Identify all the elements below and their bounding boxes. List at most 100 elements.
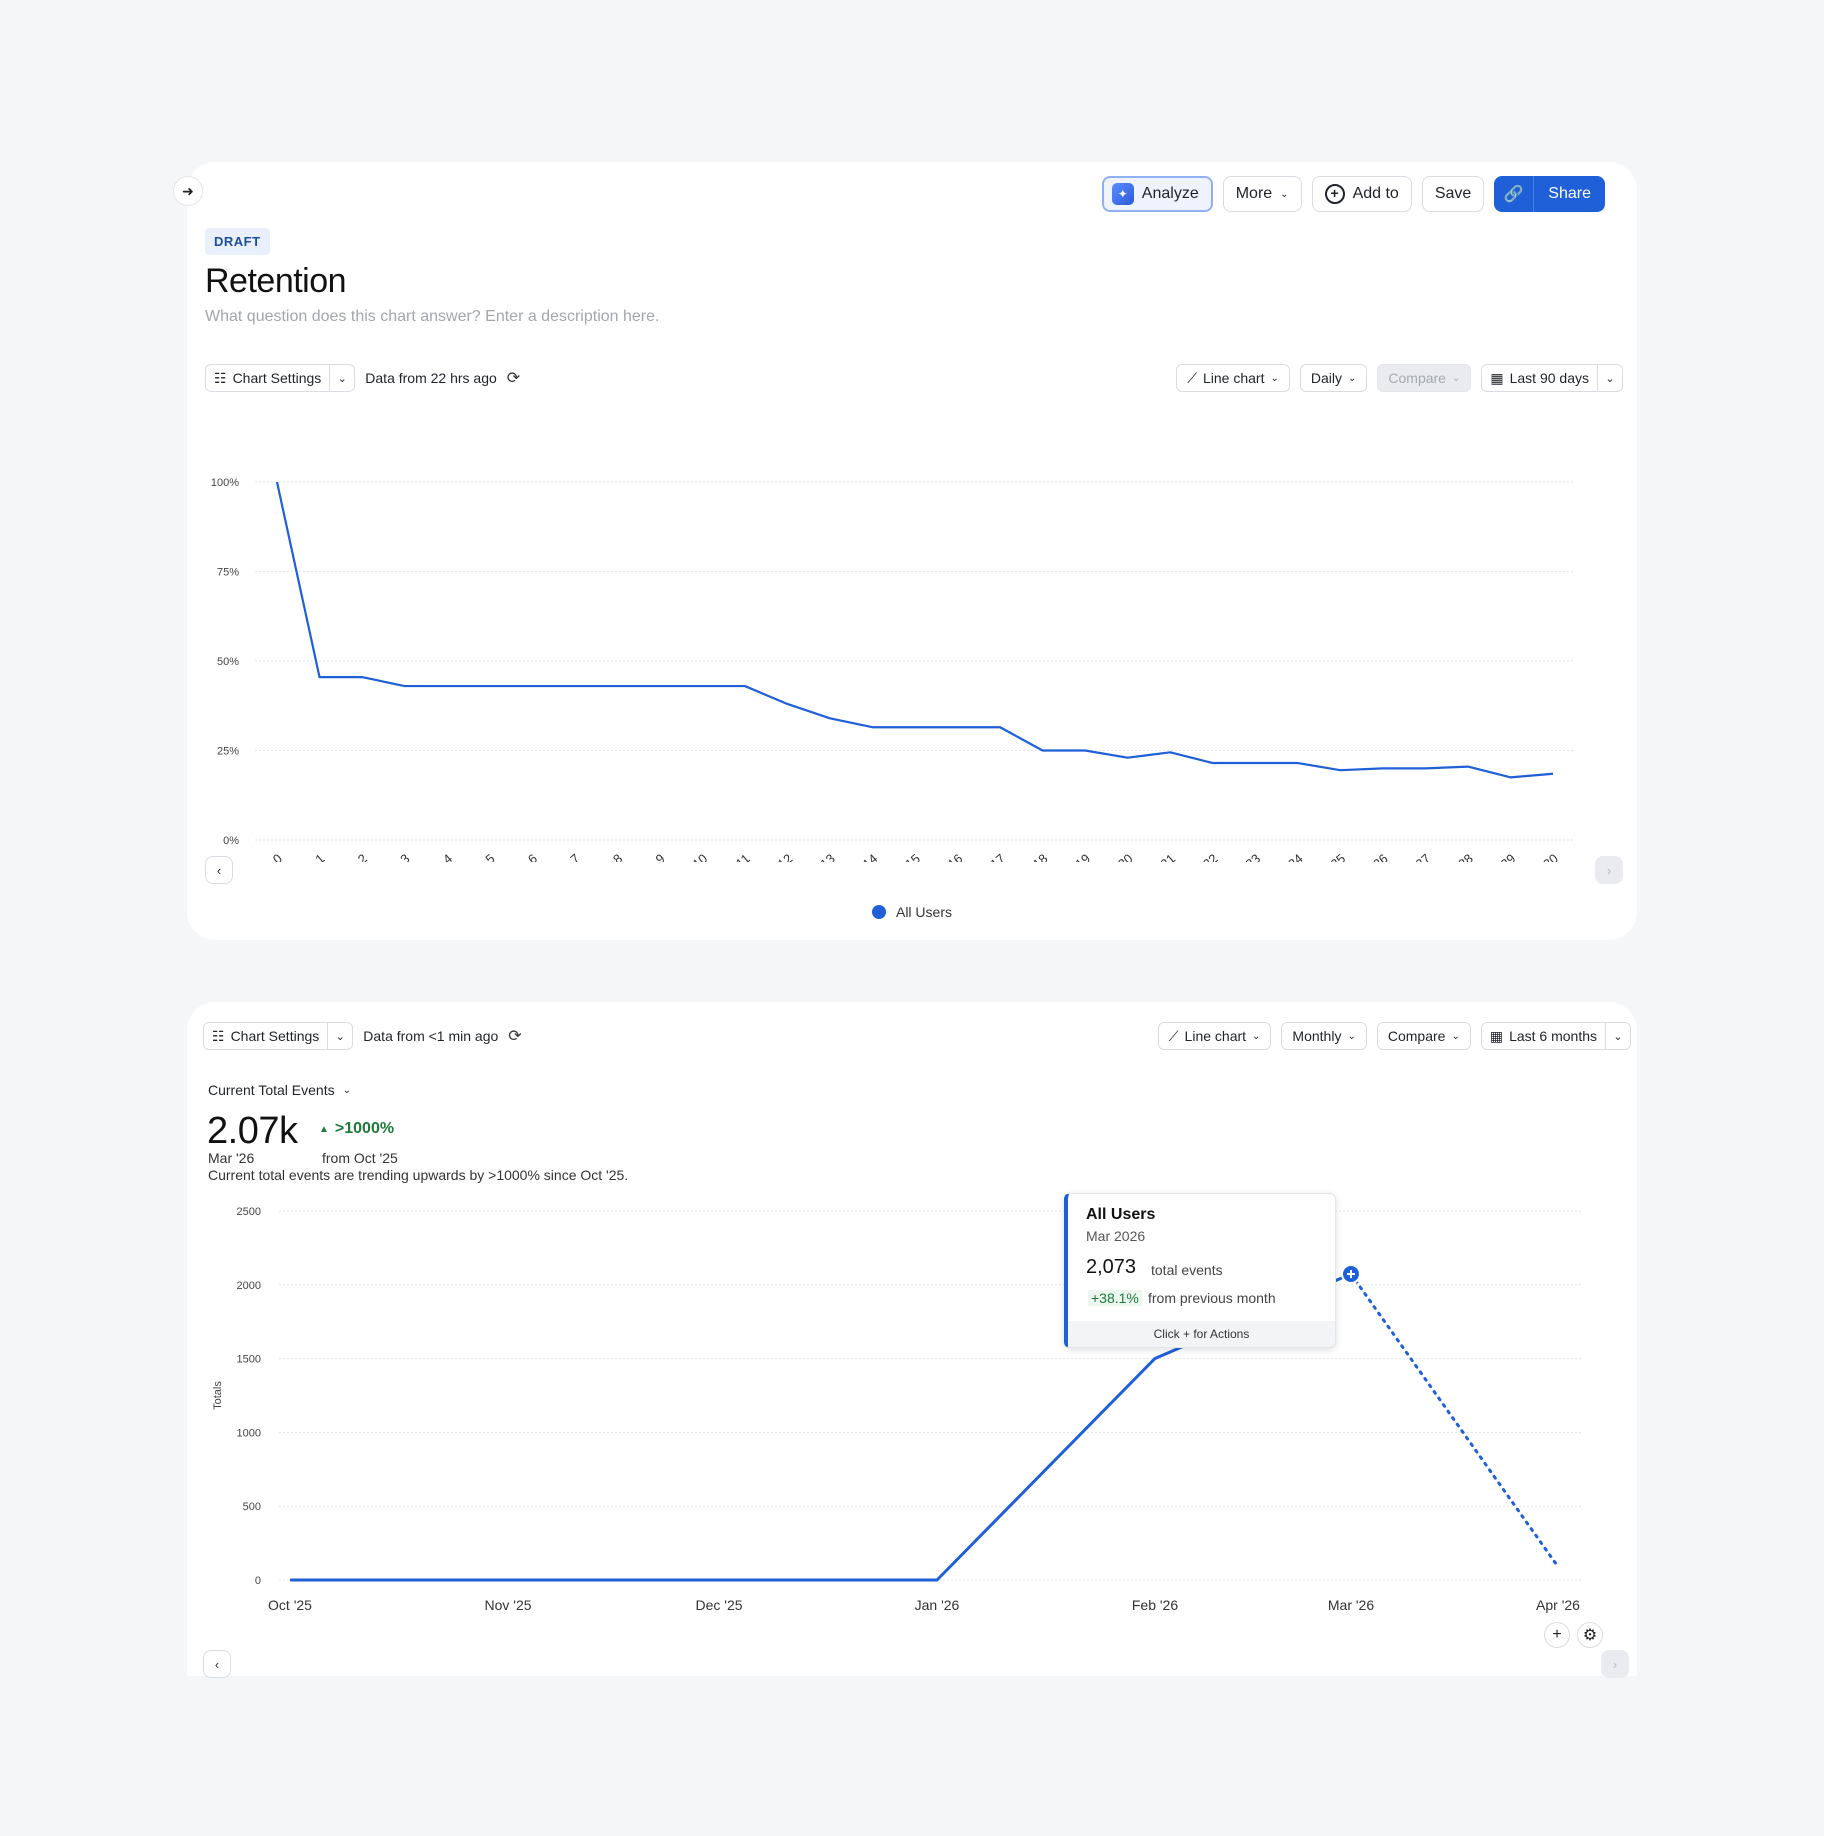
y-axis-label: Totals: [212, 1381, 224, 1410]
save-button[interactable]: Save: [1421, 176, 1485, 212]
metric-select[interactable]: Current Total Events ⌄: [208, 1082, 351, 1098]
data-point: [994, 721, 1006, 733]
x-tick-label: Day 20: [1094, 851, 1135, 862]
chart-type-select[interactable]: ⟋ Line chart ⌄: [1157, 1022, 1272, 1050]
chevron-right-icon: ›: [1606, 862, 1612, 878]
plus-circle-icon: +: [1324, 184, 1345, 204]
x-tick-label: Day 6: [504, 851, 540, 862]
y-tick-label: 100%: [211, 477, 239, 489]
scroll-right-button[interactable]: ›: [1601, 1650, 1629, 1678]
x-tick-label: Day 15: [882, 851, 923, 862]
data-point: [526, 680, 538, 692]
draft-badge: DRAFT: [205, 228, 270, 255]
chart-type-select[interactable]: ⟋ Line chart ⌄: [1176, 364, 1290, 392]
x-tick-label: Feb '26: [1132, 1597, 1178, 1613]
series-line-incomplete: [1349, 1272, 1560, 1569]
data-point: [866, 721, 878, 733]
data-point: [399, 680, 411, 692]
line-chart-icon: ⟋: [1187, 369, 1197, 386]
compare-select[interactable]: Compare ⌄: [1377, 364, 1472, 392]
interval-select[interactable]: Daily ⌄: [1299, 364, 1368, 392]
chart-settings-button[interactable]: ☷ Chart Settings ⌄: [203, 1022, 354, 1050]
data-point: [824, 712, 836, 724]
chevron-left-icon: ‹: [216, 862, 222, 878]
x-tick-label: Day 9: [632, 851, 668, 862]
data-point: [1079, 745, 1091, 757]
sliders-icon: ☷: [212, 1027, 225, 1044]
data-point: [1419, 762, 1431, 774]
trend-summary: Current total events are trending upward…: [208, 1167, 629, 1183]
copy-link-button[interactable]: 🔗: [1494, 176, 1535, 212]
chart-settings-button[interactable]: ☷ Chart Settings ⌄: [205, 364, 356, 392]
refresh-icon[interactable]: ⟳: [508, 1028, 522, 1045]
data-point: [569, 680, 581, 692]
x-tick-label: Day 30: [1520, 851, 1561, 862]
x-tick-label: Day 18: [1009, 851, 1050, 862]
y-tick-label: 1000: [237, 1427, 261, 1439]
scroll-right-button[interactable]: ›: [1595, 856, 1623, 884]
legend-dot-icon[interactable]: [871, 905, 886, 919]
tooltip-series: All Users: [1086, 1206, 1156, 1223]
sliders-icon: ☷: [214, 369, 227, 386]
y-tick-label: 2500: [237, 1206, 261, 1218]
chevron-down-icon: ⌄: [1270, 372, 1279, 384]
arrow-right-icon: ➜: [182, 182, 194, 199]
x-tick-label: Day 19: [1052, 851, 1093, 862]
data-point: [1122, 752, 1134, 764]
data-point: [654, 680, 666, 692]
data-point: [1164, 746, 1176, 758]
legend-label[interactable]: All Users: [895, 904, 952, 920]
chevron-left-icon: ‹: [214, 1656, 220, 1672]
date-range-select[interactable]: ▦ Last 6 months ⌄: [1480, 1022, 1631, 1050]
add-annotation-button[interactable]: +: [1544, 1622, 1570, 1648]
share-button[interactable]: Share: [1548, 185, 1591, 202]
scroll-left-button[interactable]: ‹: [205, 856, 233, 884]
y-tick-label: 500: [243, 1501, 261, 1513]
chevron-down-icon[interactable]: ⌄: [1605, 372, 1615, 385]
compare-select[interactable]: Compare ⌄: [1376, 1022, 1471, 1050]
chevron-right-icon: ›: [1612, 1656, 1618, 1672]
x-tick-label: Day 16: [924, 851, 965, 862]
data-point: [1334, 764, 1346, 776]
description-input[interactable]: What question does this chart answer? En…: [205, 308, 660, 325]
data-freshness: Data from 22 hrs ago: [365, 370, 497, 386]
x-tick-label: Day 7: [547, 851, 583, 862]
data-point: [781, 698, 793, 710]
series-line: [275, 481, 1554, 779]
analyze-button[interactable]: ✦ Analyze: [1101, 176, 1213, 212]
retention-line-chart[interactable]: 0% 25% 50% 75% 100% Day 0 Day 1 Day 2 Day 3 Day 4…: [187, 402, 1637, 862]
chevron-down-icon[interactable]: ⌄: [335, 1030, 345, 1043]
tooltip-date: Mar 2026: [1086, 1228, 1146, 1244]
chevron-down-icon: ⌄: [342, 1084, 351, 1096]
y-tick-label: 0: [255, 1575, 261, 1587]
more-button[interactable]: More ⌄: [1222, 176, 1302, 212]
x-tick-label: Day 17: [967, 851, 1008, 862]
share-group: 🔗 Share: [1494, 176, 1605, 212]
chevron-down-icon[interactable]: ⌄: [1613, 1030, 1623, 1043]
x-tick-label: Day 27: [1392, 851, 1433, 862]
data-point: [484, 680, 496, 692]
tooltip-delta-label: from previous month: [1148, 1290, 1276, 1306]
x-tick-label: Day 21: [1137, 851, 1178, 862]
scroll-left-button[interactable]: ‹: [203, 1650, 231, 1678]
collapse-sidebar-button[interactable]: ➜: [173, 176, 203, 206]
page-title[interactable]: Retention: [205, 262, 347, 300]
x-tick-label: Nov '25: [484, 1597, 531, 1613]
data-point: [441, 680, 453, 692]
data-point: [1547, 768, 1559, 780]
x-tick-label: Day 4: [419, 851, 455, 862]
chevron-down-icon[interactable]: ⌄: [337, 372, 347, 385]
refresh-icon[interactable]: ⟳: [506, 370, 521, 387]
x-tick-label: Jan '26: [915, 1597, 960, 1613]
data-point: [1504, 771, 1516, 783]
data-point: [271, 476, 283, 488]
add-to-button[interactable]: + Add to: [1311, 176, 1412, 212]
x-tick-label: Day 5: [462, 851, 498, 862]
x-tick-label: Day 24: [1265, 851, 1306, 862]
data-point: [314, 671, 326, 683]
events-line-chart[interactable]: 0 500 1000 1500 2000 2500 Totals Oct '25 Nov '25…: [187, 1192, 1637, 1632]
interval-select[interactable]: Monthly ⌄: [1281, 1022, 1367, 1050]
chart-settings-gear-button[interactable]: ⚙: [1577, 1622, 1603, 1648]
date-range-select[interactable]: ▦ Last 90 days ⌄: [1481, 364, 1623, 392]
x-tick-label: Day 8: [590, 851, 626, 862]
